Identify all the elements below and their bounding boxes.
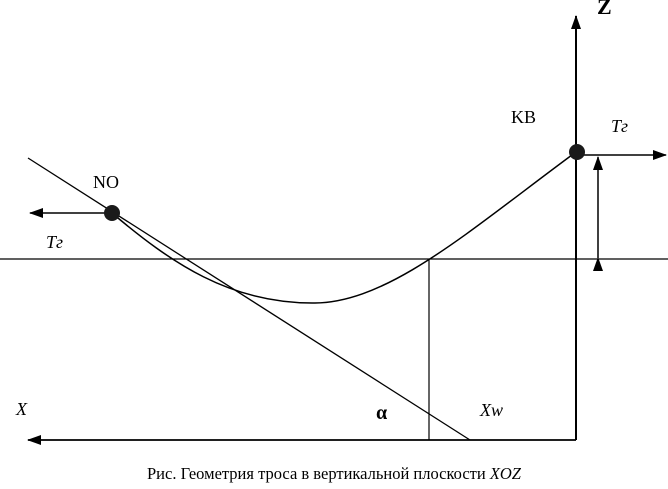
kb-label: KB (511, 107, 536, 127)
tension-left-label: Tг (46, 232, 63, 252)
no-node (104, 205, 120, 221)
tangent-line (27, 157, 471, 441)
z-axis-label: Z (597, 0, 612, 19)
figure-caption: Рис. Геометрия троса в вертикальной плос… (147, 464, 522, 483)
cable-curve (111, 151, 577, 304)
no-label: NO (93, 172, 119, 192)
caption-prefix: Рис. Геометрия троса в вертикальной плос… (147, 464, 490, 483)
caption-plane: XOZ (489, 464, 522, 483)
x-axis-label: X (15, 399, 28, 419)
tension-right-label: Tг (611, 116, 628, 136)
alpha-label: α (376, 402, 387, 424)
xw-label: Xw (479, 400, 503, 420)
kb-node (569, 144, 585, 160)
